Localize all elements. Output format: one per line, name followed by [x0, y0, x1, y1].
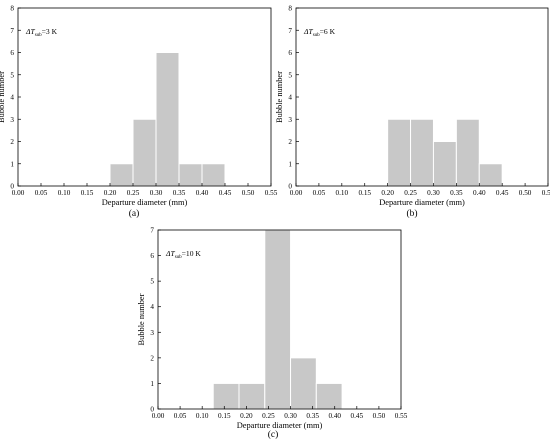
y-tick-label: 4: [150, 303, 154, 311]
histogram-bar: [432, 141, 457, 187]
y-tick-label: 7: [10, 27, 14, 35]
x-tick-label: 0.00: [290, 189, 303, 197]
y-tick-label: 5: [10, 71, 14, 79]
y-axis-label: Bubble number: [0, 71, 6, 123]
x-tick-label: 0.20: [381, 189, 394, 197]
histogram-bar: [387, 118, 412, 187]
x-tick-label: 0.30: [150, 189, 163, 197]
y-tick-label: 1: [288, 160, 292, 168]
histogram-bar: [264, 229, 292, 410]
y-tick-label: 6: [150, 252, 154, 260]
x-tick-label: 0.20: [240, 412, 253, 420]
x-tick-label: 0.10: [336, 189, 349, 197]
x-tick-label: 0.35: [173, 189, 186, 197]
x-tick-label: 0.55: [542, 189, 550, 197]
x-tick-label: 0.15: [81, 189, 94, 197]
panel-label: (a): [129, 208, 140, 219]
x-tick-label: 0.10: [58, 189, 71, 197]
histogram-bar: [178, 163, 203, 187]
y-tick-label: 1: [10, 160, 14, 168]
y-tick-label: 1: [150, 380, 154, 388]
y-tick-label: 5: [150, 278, 154, 286]
y-tick-label: 4: [10, 94, 14, 102]
x-tick-label: 0.30: [284, 412, 297, 420]
x-tick-label: 0.55: [395, 412, 408, 420]
histogram-bar: [478, 163, 503, 187]
histogram-bar: [109, 163, 134, 187]
x-tick-label: 0.45: [351, 412, 364, 420]
y-tick-label: 3: [10, 116, 14, 124]
y-tick-label: 7: [150, 227, 154, 235]
x-tick-label: 0.15: [218, 412, 231, 420]
x-tick-label: 0.40: [196, 189, 209, 197]
x-tick-label: 0.40: [473, 189, 486, 197]
x-tick-label: 0.30: [427, 189, 440, 197]
x-tick-label: 0.25: [262, 412, 275, 420]
x-tick-label: 0.20: [104, 189, 117, 197]
x-tick-label: 0.15: [358, 189, 371, 197]
y-tick-label: 4: [288, 94, 292, 102]
x-tick-label: 0.05: [313, 189, 326, 197]
x-tick-label: 0.25: [404, 189, 417, 197]
histogram-bar: [455, 118, 480, 187]
y-tick-label: 0: [10, 183, 14, 191]
histogram-bar: [238, 382, 266, 410]
x-tick-label: 0.05: [174, 412, 187, 420]
x-tick-label: 0.45: [219, 189, 232, 197]
chart-annotation: ΔTsub=3 K: [25, 27, 58, 38]
y-tick-label: 2: [288, 138, 292, 146]
chart-annotation: ΔTsub=6 K: [303, 27, 336, 38]
y-tick-label: 8: [10, 5, 14, 13]
x-tick-label: 0.50: [242, 189, 255, 197]
chart-annotation: ΔTsub=10 K: [165, 249, 201, 260]
y-tick-label: 7: [288, 27, 292, 35]
plot-frame: [157, 229, 402, 410]
y-axis-label: Bubble number: [137, 293, 146, 345]
chart-panel-2: 0.00 0.05 0.10 0.15 0.20 0.25 0.30 0.35 0.40 0.45…: [275, 5, 550, 220]
panel-label: (b): [406, 208, 417, 219]
y-tick-label: 2: [10, 138, 14, 146]
histogram-bar: [132, 118, 157, 187]
y-tick-label: 3: [288, 116, 292, 124]
y-tick-label: 0: [288, 183, 292, 191]
panel-label: (c): [268, 429, 279, 440]
x-tick-label: 0.00: [152, 412, 165, 420]
y-tick-label: 5: [288, 71, 292, 79]
x-axis-label: Departure diameter (mm): [237, 421, 323, 430]
chart-panel-1: 0.00 0.05 0.10 0.15 0.20 0.25 0.30 0.35 0.40 0.45…: [0, 5, 278, 220]
y-tick-label: 6: [288, 49, 292, 57]
histogram-bar: [212, 382, 240, 410]
x-tick-label: 0.00: [12, 189, 25, 197]
y-tick-label: 0: [150, 406, 154, 414]
x-tick-label: 0.50: [373, 412, 386, 420]
x-tick-label: 0.45: [496, 189, 509, 197]
histogram-bar: [315, 382, 343, 410]
x-tick-label: 0.10: [196, 412, 209, 420]
y-tick-label: 3: [150, 329, 154, 337]
x-axis-label: Departure diameter (mm): [379, 198, 465, 207]
y-tick-label: 2: [150, 354, 154, 362]
y-tick-label: 6: [10, 49, 14, 57]
histogram-bar: [201, 163, 226, 187]
x-tick-label: 0.35: [450, 189, 463, 197]
x-tick-label: 0.40: [328, 412, 341, 420]
histogram-bar: [290, 357, 317, 410]
histogram-bar: [155, 52, 180, 187]
x-tick-label: 0.55: [265, 189, 278, 197]
x-axis-label: Departure diameter (mm): [102, 198, 188, 207]
chart-panel-3: 0.00 0.05 0.10 0.15 0.20 0.25 0.30 0.35 0.40 0.45…: [137, 227, 408, 441]
x-tick-label: 0.50: [519, 189, 532, 197]
x-tick-label: 0.35: [306, 412, 319, 420]
x-tick-label: 0.25: [127, 189, 140, 197]
y-axis-label: Bubble number: [275, 71, 284, 123]
y-tick-label: 8: [288, 5, 292, 13]
x-tick-label: 0.05: [35, 189, 48, 197]
histogram-bar: [410, 118, 434, 187]
